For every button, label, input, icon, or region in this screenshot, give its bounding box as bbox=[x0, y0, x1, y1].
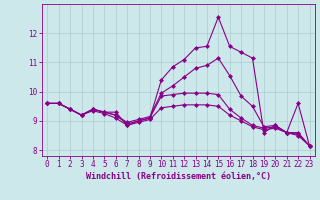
X-axis label: Windchill (Refroidissement éolien,°C): Windchill (Refroidissement éolien,°C) bbox=[86, 172, 271, 181]
